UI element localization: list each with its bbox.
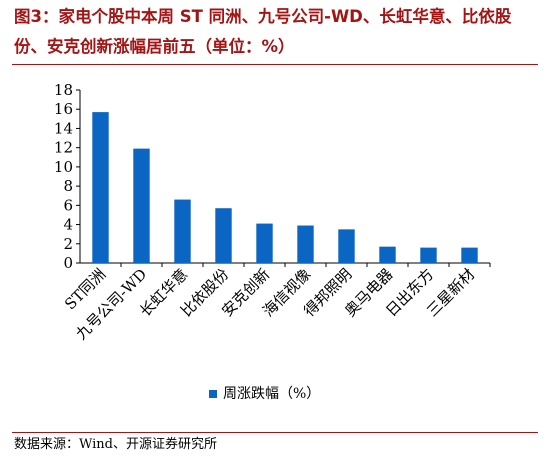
legend: 周涨跌幅（%） (209, 386, 320, 402)
bar (133, 148, 150, 263)
source-note: 数据来源：Wind、开源证券研究所 (14, 437, 217, 452)
y-tick-label: 12 (54, 139, 73, 157)
chart-title: 图3：家电个股中本周 ST 同洲、九号公司-WD、长虹华意、比依股份、安克创新涨… (14, 7, 512, 56)
bar (174, 199, 191, 263)
y-tick-label: 0 (63, 254, 73, 272)
bar (461, 247, 478, 263)
bars (92, 112, 478, 263)
bar (256, 223, 273, 263)
title-divider (12, 64, 538, 65)
y-tick-label: 10 (54, 158, 73, 176)
bar (297, 225, 314, 263)
y-tick-label: 6 (63, 196, 73, 214)
bar (379, 246, 396, 263)
x-axis: ST同洲九号公司-WD长虹华意比依股份安克创新海信视像得邦照明奥马电器日出东方三… (61, 262, 491, 343)
y-tick-label: 14 (54, 119, 73, 137)
source-divider (12, 432, 538, 433)
legend-swatch (209, 390, 217, 398)
y-tick-label: 16 (54, 100, 73, 118)
y-tick-label: 2 (63, 235, 73, 253)
y-tick-label: 18 (54, 81, 73, 99)
bar (420, 247, 437, 263)
bar (215, 208, 232, 263)
y-tick-label: 4 (63, 216, 73, 234)
y-tick-label: 8 (63, 177, 73, 195)
bar (338, 229, 355, 263)
bar (92, 112, 109, 263)
legend-label: 周涨跌幅（%） (223, 386, 320, 402)
